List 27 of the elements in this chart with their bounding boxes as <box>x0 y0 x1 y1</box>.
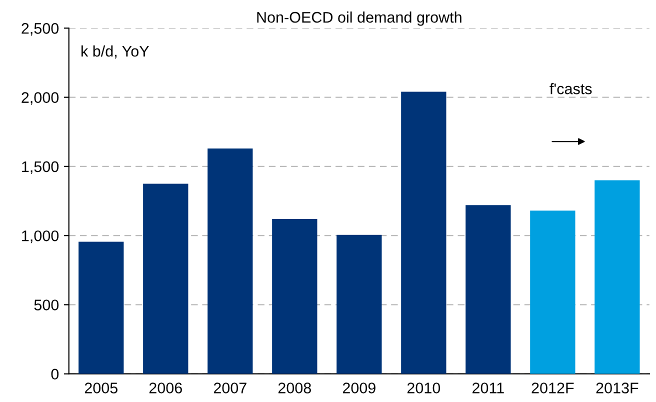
x-tick-label: 2007 <box>214 382 246 394</box>
bar <box>336 234 382 374</box>
x-tick-label: 2010 <box>407 382 440 394</box>
x-tick-label: 2011 <box>472 382 504 394</box>
chart-title: Non-OECD oil demand growth <box>257 12 462 26</box>
x-tick-label: 2005 <box>84 382 118 394</box>
x-tick-label: 2006 <box>149 382 182 394</box>
y-tick-label: 0 <box>51 368 59 380</box>
annotation: f'casts <box>550 83 592 94</box>
y-axis-title: k b/d, YoY <box>82 45 149 58</box>
bar <box>530 210 576 374</box>
x-tick-label: 2008 <box>278 382 311 394</box>
y-tick-label: 1,000 <box>22 230 59 244</box>
bar <box>143 184 188 374</box>
bar <box>272 218 318 374</box>
bar <box>466 205 511 374</box>
x-tick-label: 2013F <box>596 382 638 394</box>
y-tick-label: 1,500 <box>22 161 59 174</box>
x-tick-label: 2009 <box>342 382 376 394</box>
bar <box>401 92 446 374</box>
y-tick-label: 2,500 <box>22 23 59 36</box>
x-tick-label: 2012F <box>532 382 574 394</box>
y-tick-label: 2,000 <box>22 92 59 105</box>
bar <box>208 148 253 374</box>
bar <box>594 180 640 374</box>
bar <box>78 242 124 374</box>
y-tick-label: 500 <box>34 300 59 310</box>
